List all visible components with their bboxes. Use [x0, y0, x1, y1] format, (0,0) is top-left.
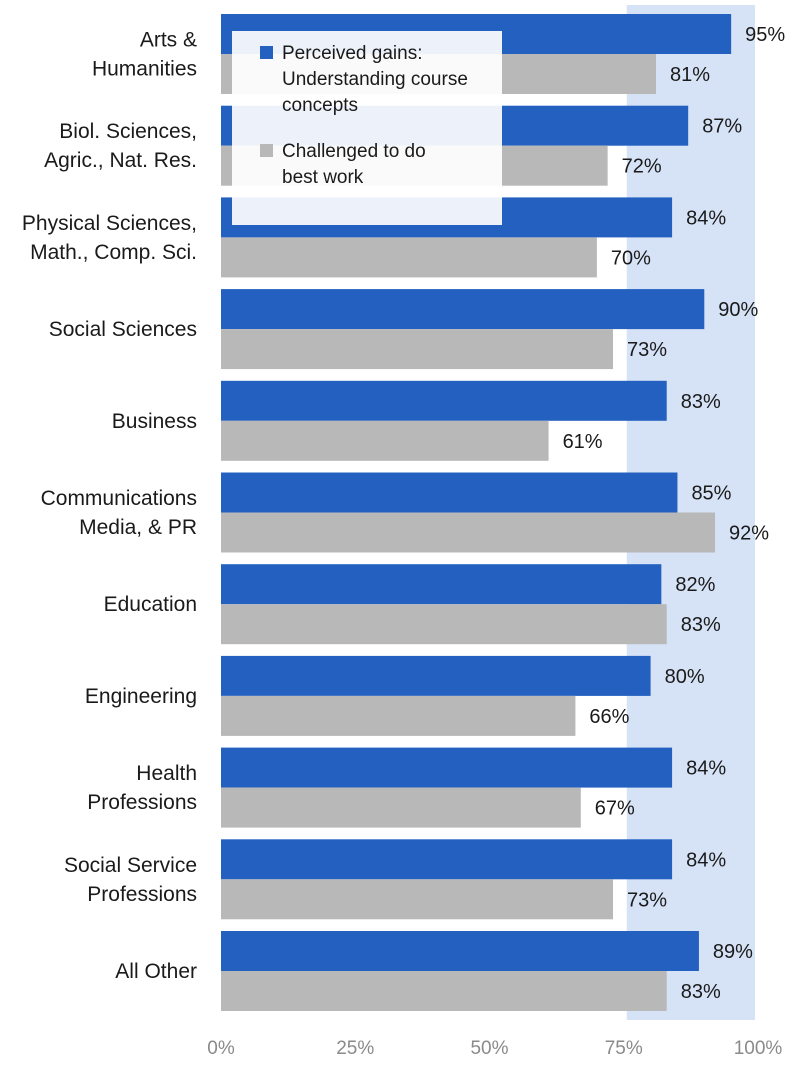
value-label-series2-5: 92%: [729, 523, 769, 545]
bar-series2-2: [221, 237, 597, 278]
bar-series1-10: [221, 931, 699, 971]
bar-series2-9: [221, 879, 614, 920]
x-tick-label-3: 75%: [605, 1038, 643, 1059]
category-label-2: Physical Sciences, Math., Comp. Sci.: [22, 212, 197, 264]
legend-box: [232, 31, 502, 225]
x-tick-label-2: 50%: [470, 1038, 508, 1059]
legend-label-series1: Perceived gains: Understanding course conc…: [282, 43, 468, 116]
value-label-series2-10: 83%: [681, 981, 721, 1003]
category-label-9: Social Service Professions: [64, 854, 197, 906]
legend-label-series2: Challenged to do best work: [282, 141, 426, 188]
category-label-0: Arts & Humanities: [92, 29, 197, 81]
category-label-1: Biol. Sciences, Agric., Nat. Res.: [44, 120, 197, 172]
value-label-series1-4: 83%: [681, 391, 721, 413]
bar-series2-6: [221, 604, 667, 645]
bar-series2-5: [221, 512, 716, 553]
value-label-series1-3: 90%: [718, 299, 758, 321]
bar-series2-4: [221, 420, 549, 461]
bar-series2-3: [221, 329, 614, 370]
value-label-series1-2: 84%: [686, 207, 726, 229]
legend-swatch-series2: [260, 144, 273, 157]
value-label-series2-7: 66%: [589, 706, 629, 728]
category-label-10: All Other: [115, 960, 197, 983]
value-label-series2-3: 73%: [627, 339, 667, 361]
bar-series1-5: [221, 472, 678, 513]
category-label-6: Education: [104, 593, 197, 616]
bar-series1-3: [221, 289, 705, 330]
value-label-series1-6: 82%: [675, 574, 715, 596]
category-label-5: Communications Media, & PR: [41, 487, 197, 539]
x-tick-label-4: 100%: [734, 1038, 783, 1059]
bar-series2-8: [221, 787, 581, 828]
category-label-4: Business: [112, 410, 197, 433]
value-label-series1-10: 89%: [713, 941, 753, 963]
bar-series1-4: [221, 380, 667, 421]
bar-series1-9: [221, 839, 673, 880]
value-label-series1-7: 80%: [665, 666, 705, 688]
value-label-series1-8: 84%: [686, 758, 726, 780]
x-tick-label-1: 25%: [336, 1038, 374, 1059]
category-label-3: Social Sciences: [49, 318, 197, 341]
bar-series1-6: [221, 564, 662, 605]
value-label-series2-8: 67%: [595, 798, 635, 820]
value-label-series2-2: 70%: [611, 247, 651, 269]
bar-series2-7: [221, 695, 576, 736]
value-label-series2-6: 83%: [681, 614, 721, 636]
value-label-series2-4: 61%: [563, 431, 603, 453]
value-label-series1-0: 95%: [745, 24, 785, 46]
bar-series1-8: [221, 747, 673, 788]
category-label-8: Health Professions: [87, 762, 197, 814]
bar-series1-7: [221, 655, 651, 696]
value-label-series1-1: 87%: [702, 116, 742, 138]
legend-swatch-series1: [260, 46, 273, 59]
value-label-series2-0: 81%: [670, 64, 710, 86]
category-label-7: Engineering: [85, 685, 197, 708]
bar-series2-10: [221, 971, 667, 1011]
value-label-series1-9: 84%: [686, 849, 726, 871]
x-tick-label-0: 0%: [207, 1038, 235, 1059]
value-label-series1-5: 85%: [691, 483, 731, 505]
value-label-series2-9: 73%: [627, 889, 667, 911]
value-label-series2-1: 72%: [622, 156, 662, 178]
